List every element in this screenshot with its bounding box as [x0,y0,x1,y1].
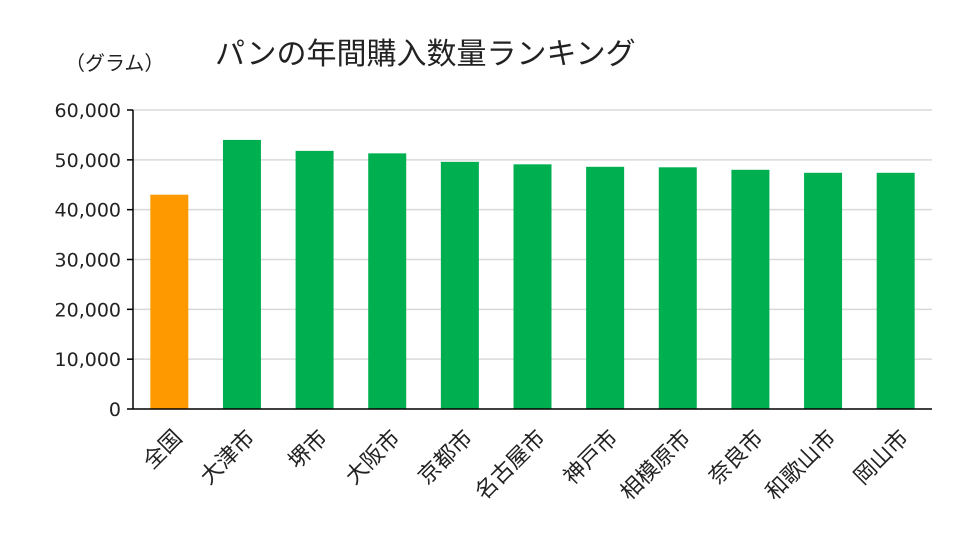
bar [440,161,479,409]
x-category-label: 堺市 [284,426,333,475]
y-tick-label: 30,000 [55,250,121,272]
y-unit-label: （グラム） [65,51,164,75]
bar [222,139,261,409]
bar [804,172,843,409]
y-tick-label: 10,000 [55,349,121,371]
y-tick-label: 0 [109,399,121,421]
bar [658,167,697,409]
y-tick-label: 60,000 [55,100,121,122]
bar [586,166,625,409]
bar [368,153,407,409]
x-category-label: 大阪市 [341,426,405,490]
x-category-label: 名古屋市 [471,426,551,506]
bars [150,139,915,409]
chart-title: パンの年間購入数量ランキング [215,37,636,72]
x-category-label: 奈良市 [704,426,768,490]
bar [876,172,915,409]
x-category-label: 神戸市 [559,426,623,490]
x-category-label: 大津市 [196,426,260,490]
y-tick-labels: 0 10,000 20,000 30,000 40,000 50,000 60,000 [55,100,133,421]
y-tick-label: 40,000 [55,200,121,222]
bar [731,169,770,409]
bar [295,150,334,409]
y-tick-label: 50,000 [55,150,121,172]
bar [150,194,189,409]
x-category-label: 和歌山市 [761,426,841,506]
x-category-label: 岡山市 [850,426,914,490]
x-category-label: 全国 [139,426,188,475]
y-tick-label: 20,000 [55,299,121,321]
x-category-label: 相模原市 [616,426,696,506]
x-category-label: 京都市 [414,426,478,490]
bar [513,164,552,409]
